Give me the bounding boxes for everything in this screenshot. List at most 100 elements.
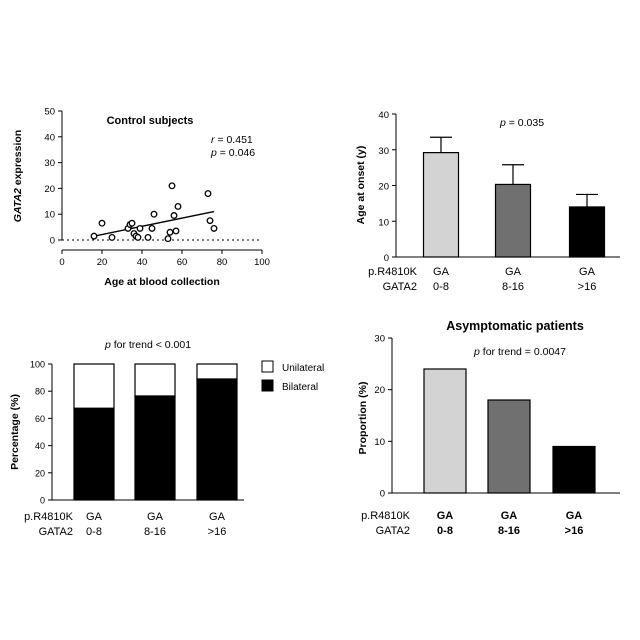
p-trend-annotation: p for trend < 0.001 (104, 339, 191, 351)
panel-b-bar-age-at-onset: 0 10 20 30 40 p = 0.035 Age at onset (y) p.R481… (355, 110, 620, 293)
scatter-point (136, 224, 144, 232)
y-tick-label: 20 (44, 184, 55, 195)
y-tick-label: 40 (35, 441, 45, 451)
category-label-line2: 8-16 (144, 526, 166, 538)
stacked-bar-segment-unilateral (196, 363, 238, 380)
category-label-line2: 0-8 (437, 525, 453, 537)
stacked-bar-segment-bilateral (134, 395, 176, 501)
category-label-line1: GA (501, 510, 518, 522)
scatter-point (144, 233, 152, 241)
scatter-point (164, 235, 172, 243)
x-tick-label: 20 (97, 257, 108, 268)
y-tick-label: 40 (378, 110, 389, 121)
chart-title: Asymptomatic patients (446, 319, 584, 333)
y-tick-label: 10 (44, 210, 55, 221)
category-label-line1: GA (433, 266, 450, 278)
y-tick-label: 0 (40, 496, 45, 506)
scatter-point (170, 212, 178, 219)
scatter-point (148, 224, 156, 232)
scatter-point (210, 224, 218, 232)
y-tick-label: 50 (44, 107, 55, 118)
scatter-point (134, 233, 142, 241)
group-row-label-gene: GATA2 (383, 281, 417, 293)
scatter-point (128, 219, 136, 227)
y-tick-label: 80 (35, 387, 45, 397)
category-label-line1: GA (505, 266, 522, 278)
group-row-label-mutation: p.R4810K (368, 266, 418, 278)
regression-line (93, 210, 215, 237)
scatter-point (204, 190, 212, 198)
y-axis-label-part-0: GATA2 (12, 188, 24, 222)
correlation-r-annotation-part-0: r (211, 134, 215, 146)
category-label-line1: GA (437, 510, 454, 522)
scatter-point (150, 210, 158, 218)
y-tick-label: 10 (378, 217, 389, 228)
y-tick-label: 40 (44, 132, 55, 143)
p-value-annotation: p = 0.035 (499, 117, 544, 129)
legend-swatch-unilateral (261, 360, 274, 373)
y-tick-label: 20 (374, 385, 385, 396)
scatter-point (172, 227, 180, 235)
stacked-bar-segment-bilateral (196, 378, 238, 501)
y-tick-label: 0 (50, 236, 55, 247)
scatter-point (166, 228, 174, 236)
scatter-point (98, 219, 106, 227)
scatter-point (108, 233, 116, 241)
y-tick-label: 20 (35, 468, 45, 478)
x-tick-label: 60 (177, 257, 188, 268)
scatter-point (206, 217, 214, 225)
y-tick-label: 30 (44, 158, 55, 169)
x-tick-label: 0 (59, 257, 64, 268)
y-tick-label: 20 (378, 182, 389, 193)
category-label-line2: 8-16 (498, 525, 520, 537)
y-tick-label: 0 (384, 253, 389, 264)
p-trend-annotation-part-1: for trend < 0.001 (111, 339, 191, 351)
y-axis-label: Age at onset (y) (355, 146, 367, 225)
correlation-p-annotation: p = 0.046 (210, 147, 255, 159)
legend-swatch-bilateral (261, 379, 274, 392)
panel-c-stacked-bar-percentage: 0 20 40 60 80 100 Unilateral Bilateral p for tre… (9, 339, 324, 538)
category-label-line2: 0-8 (433, 281, 449, 293)
bar (422, 152, 460, 258)
p-value-annotation-part-0: p (499, 117, 506, 129)
bar (494, 183, 532, 258)
x-tick-label: 80 (217, 257, 228, 268)
p-trend-annotation: p for trend = 0.0047 (473, 346, 566, 358)
p-trend-annotation-part-0: p (104, 339, 111, 351)
category-label-line1: GA (566, 510, 583, 522)
p-trend-annotation-part-0: p (473, 346, 480, 358)
p-trend-annotation-part-1: for trend = 0.0047 (480, 346, 566, 358)
category-label-line2: >16 (565, 525, 584, 537)
x-tick-label: 100 (254, 257, 270, 268)
group-row-label-mutation: p.R4810K (24, 511, 74, 523)
bar (487, 399, 531, 494)
p-value-annotation-part-1: = 0.035 (506, 117, 544, 129)
scatter-point (90, 232, 98, 240)
scatter-point (168, 182, 176, 190)
category-label-line1: GA (86, 511, 103, 523)
y-tick-label: 0 (380, 489, 385, 500)
correlation-r-annotation-part-1: = 0.451 (215, 134, 253, 146)
bar (568, 206, 606, 258)
group-row-label-gene: GATA2 (376, 525, 410, 537)
y-axis-label: GATA2 expression (12, 130, 24, 222)
y-axis-label: Proportion (%) (357, 382, 369, 455)
category-label-line2: >16 (208, 526, 227, 538)
stacked-bar-segment-unilateral (73, 363, 115, 409)
chart-title: Control subjects (107, 115, 194, 127)
legend-label-unilateral: Unilateral (282, 363, 324, 374)
category-label-line2: 8-16 (502, 281, 524, 293)
bar (423, 368, 467, 494)
correlation-r-annotation: r = 0.451 (211, 134, 253, 146)
panel-a-scatter-control-subjects: 0 10 20 30 40 50 0 20 40 60 80 100 Control subjects r… (12, 107, 270, 289)
y-tick-label: 10 (374, 437, 385, 448)
x-axis-label: Age at blood collection (104, 276, 220, 288)
group-row-label-mutation: p.R4810K (361, 510, 411, 522)
category-label-line2: 0-8 (86, 526, 102, 538)
x-tick-label: 40 (137, 257, 148, 268)
bar (552, 445, 596, 494)
category-label-line1: GA (147, 511, 164, 523)
panel-d-bar-asymptomatic-proportion: 0 10 20 30 Asymptomatic patients p for trend … (357, 319, 620, 537)
legend-label-bilateral: Bilateral (282, 382, 318, 393)
